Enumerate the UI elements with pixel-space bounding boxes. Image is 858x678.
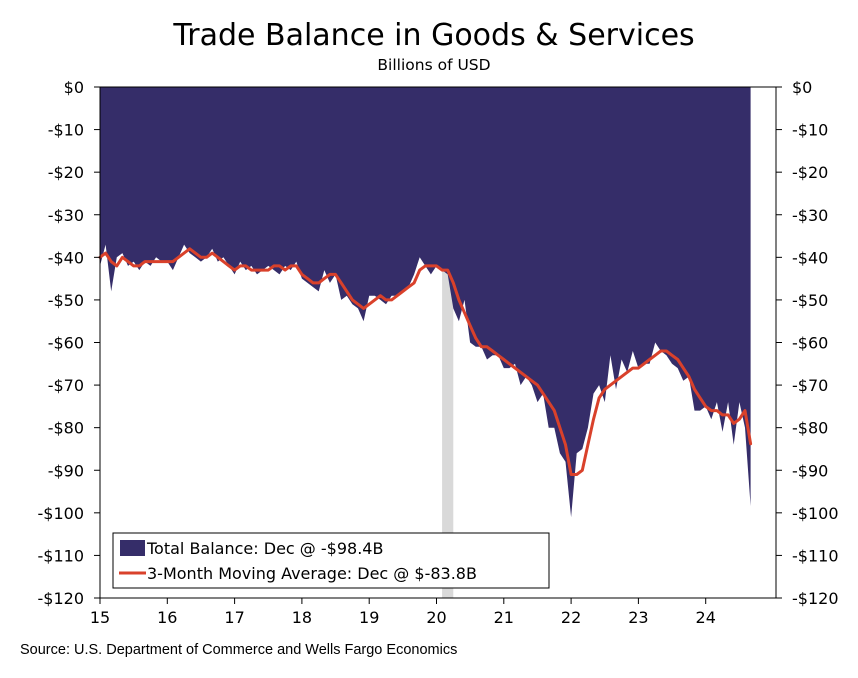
moving-average-line: [98, 247, 753, 476]
y-tick-label-right: -$120: [792, 589, 839, 608]
y-tick-label-right: -$20: [792, 163, 828, 182]
y-tick-label-right: -$60: [792, 334, 828, 353]
y-tick-label-left: $0: [64, 78, 84, 97]
x-tick-label: 15: [90, 608, 110, 627]
x-tick-label: 17: [224, 608, 244, 627]
y-tick-label-right: -$110: [792, 546, 839, 565]
x-axis: 15 16 17 18 19 20 21 22 23 24: [90, 598, 716, 627]
total-balance-area: [100, 87, 751, 518]
y-tick-label-left: -$50: [48, 291, 84, 310]
y-tick-label-left: -$70: [48, 376, 84, 395]
y-tick-label-right: -$100: [792, 504, 839, 523]
x-tick-label: 24: [696, 608, 716, 627]
y-tick-label-left: -$40: [48, 248, 84, 267]
y-tick-label-left: -$80: [48, 419, 84, 438]
x-tick-label: 16: [157, 608, 177, 627]
y-tick-label-left: -$20: [48, 163, 84, 182]
chart-title: Trade Balance in Goods & Services: [172, 18, 694, 53]
y-tick-label-left: -$60: [48, 334, 84, 353]
x-tick-label: 22: [561, 608, 581, 627]
x-tick-label: 21: [494, 608, 514, 627]
y-tick-label-right: -$10: [792, 121, 828, 140]
chart-subtitle: Billions of USD: [377, 56, 490, 74]
y-tick-label-right: -$30: [792, 206, 828, 225]
y-tick-label-right: -$80: [792, 419, 828, 438]
y-axis-left: $0 -$10 -$20 -$30 -$40 -$50 -$60 -$70 -$80 -$90 -$…: [38, 78, 100, 608]
y-tick-label-left: -$10: [48, 121, 84, 140]
y-tick-label-right: -$90: [792, 461, 828, 480]
source-note: Source: U.S. Department of Commerce and …: [20, 642, 457, 658]
y-tick-label-left: -$30: [48, 206, 84, 225]
legend-box: [112, 532, 550, 589]
y-tick-label-left: -$110: [38, 546, 85, 565]
x-tick-label: 19: [359, 608, 379, 627]
y-tick-label-left: -$90: [48, 461, 84, 480]
legend-label-moving-average: 3-Month Moving Average: Dec @ $-83.8B: [147, 564, 477, 583]
x-tick-label: 18: [292, 608, 312, 627]
y-tick-label-left: -$120: [38, 589, 85, 608]
x-tick-label: 20: [426, 608, 446, 627]
y-tick-label-left: -$100: [38, 504, 85, 523]
x-tick-label: 23: [628, 608, 648, 627]
y-tick-label-right: -$50: [792, 291, 828, 310]
y-tick-label-right: -$40: [792, 248, 828, 267]
legend-swatch-area: [120, 540, 145, 556]
y-tick-label-right: -$70: [792, 376, 828, 395]
y-tick-label-right: $0: [792, 78, 812, 97]
legend: Total Balance: Dec @ -$98.4B 3-Month Mov…: [112, 532, 550, 589]
legend-label-total: Total Balance: Dec @ -$98.4B: [146, 539, 383, 558]
recession-shading: [442, 87, 454, 598]
y-axis-right: $0 -$10 -$20 -$30 -$40 -$50 -$60 -$70 -$80 -$90 -$…: [776, 78, 839, 608]
